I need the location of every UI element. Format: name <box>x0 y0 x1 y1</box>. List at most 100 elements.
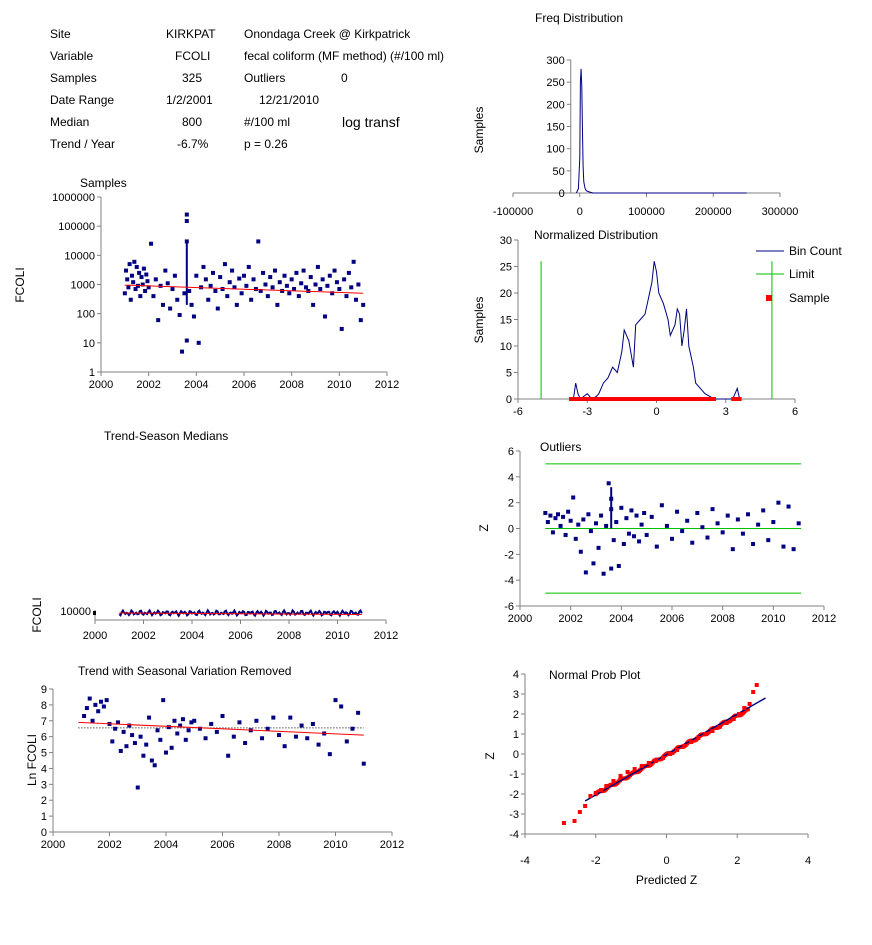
sample-point <box>96 709 101 714</box>
sample-point <box>313 282 318 287</box>
legend-sample-swatch <box>766 295 772 301</box>
chart-title: Freq Distribution <box>535 11 623 25</box>
x-tick-label: -2 <box>591 855 601 867</box>
bin-count-line <box>572 261 741 400</box>
sample-point <box>289 277 294 282</box>
x-tick-label: 2 <box>734 855 740 867</box>
prob-point <box>588 794 593 798</box>
sample-point <box>115 720 120 725</box>
sample-point <box>265 294 270 299</box>
sample-point <box>301 268 306 273</box>
sample-point <box>633 397 638 401</box>
sample-point <box>121 729 126 734</box>
sample-point <box>244 283 249 288</box>
sample-point <box>649 514 654 519</box>
sample-point <box>132 741 137 746</box>
sample-point <box>141 266 146 271</box>
y-tick-label: 5 <box>506 368 512 380</box>
sample-point <box>130 733 135 738</box>
prob-point <box>593 791 598 795</box>
legend-bin-count: Bin Count <box>789 244 842 258</box>
sample-point <box>138 294 143 299</box>
sample-point <box>637 397 642 401</box>
y-tick-label: 300 <box>546 55 564 67</box>
sample-point <box>720 530 725 535</box>
sample-point <box>284 283 289 288</box>
sample-point <box>175 297 180 302</box>
sample-point <box>242 273 246 278</box>
y-tick-label: -4 <box>509 829 519 841</box>
y-tick-label: 10 <box>500 341 512 353</box>
sample-point <box>361 761 366 766</box>
sample-point <box>323 314 328 319</box>
sample-point <box>192 718 197 723</box>
chart-title: Trend with Seasonal Variation Removed <box>78 664 291 678</box>
sample-point <box>628 397 633 401</box>
sample-point <box>725 513 730 518</box>
sample-point <box>271 715 276 720</box>
x-tick-label: 2004 <box>184 379 208 391</box>
sample-point <box>316 742 321 747</box>
sample-point <box>333 698 338 703</box>
start-marker <box>93 611 96 615</box>
sample-point <box>581 397 586 401</box>
y-tick-label: 6 <box>508 446 514 458</box>
sample-point <box>705 397 710 401</box>
y-axis-label: Samples <box>472 297 486 344</box>
sample-point <box>184 239 189 244</box>
sample-point <box>225 294 230 299</box>
samples-label: Samples <box>50 71 97 85</box>
sample-point <box>598 397 603 401</box>
prob-point <box>632 767 637 771</box>
sample-point <box>670 536 674 541</box>
sample-point <box>177 313 182 318</box>
sample-point <box>654 397 659 401</box>
y-tick-label: 9 <box>41 684 47 696</box>
x-tick-label: 2006 <box>232 379 256 391</box>
sample-point <box>203 736 208 741</box>
sample-point <box>705 535 710 540</box>
sample-point <box>356 710 361 715</box>
sample-point <box>180 717 185 722</box>
x-tick-label: 2008 <box>279 379 303 391</box>
sample-point <box>669 397 674 401</box>
y-tick-label: 100 <box>546 144 564 156</box>
sample-point <box>132 259 137 264</box>
trend-p: p = 0.26 <box>244 137 288 151</box>
y-tick-label: 2 <box>513 709 519 721</box>
outliers-label: Outliers <box>244 71 286 85</box>
x-tick-label: 6 <box>792 406 798 418</box>
y-tick-label: 3 <box>513 689 519 701</box>
sample-point <box>586 512 591 517</box>
sample-point <box>163 268 168 273</box>
variable-label: Variable <box>50 49 94 63</box>
sample-point <box>196 340 201 345</box>
sample-point <box>575 397 580 401</box>
sample-point <box>211 270 216 275</box>
prob-point <box>682 744 687 748</box>
sample-point <box>184 219 189 224</box>
sample-point <box>183 737 188 742</box>
sample-point <box>584 397 589 401</box>
sample-point <box>740 531 745 536</box>
sample-point <box>253 287 258 292</box>
sample-point <box>690 397 695 401</box>
sample-point <box>665 397 670 401</box>
x-tick-label: 2010 <box>323 839 347 851</box>
sample-point <box>315 264 320 269</box>
sample-point <box>226 753 231 758</box>
sample-point <box>675 509 680 514</box>
y-tick-label: 10000 <box>60 606 91 618</box>
sample-point <box>310 721 315 726</box>
sample-point <box>571 397 576 401</box>
sample-point <box>634 513 639 518</box>
prob-point <box>689 740 694 744</box>
sample-point <box>609 397 614 401</box>
sample-point <box>249 297 254 302</box>
sample-point <box>591 561 596 566</box>
sample-point <box>218 275 223 280</box>
y-tick-label: 20 <box>500 288 512 300</box>
sample-point <box>358 318 363 323</box>
date-range-start: 1/2/2001 <box>166 93 213 107</box>
x-tick-label: 2006 <box>660 613 684 625</box>
